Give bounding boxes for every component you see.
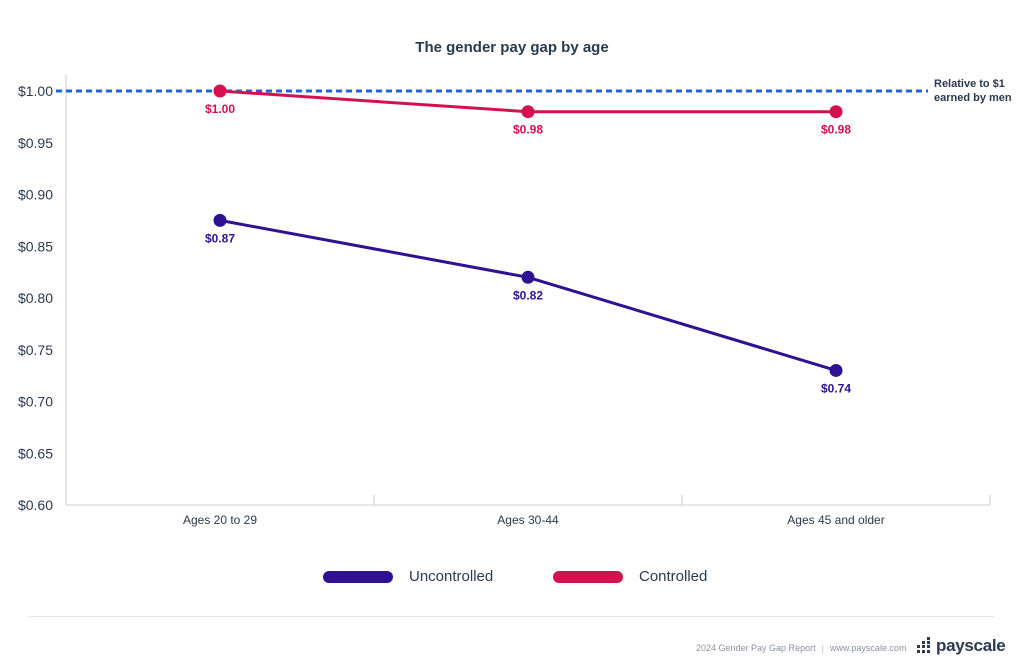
footer-report-name: 2024 Gender Pay Gap Report xyxy=(696,643,816,653)
series-group xyxy=(213,84,843,377)
payscale-logo-icon xyxy=(917,637,930,653)
footer-separator: | xyxy=(821,643,824,653)
data-labels-group: $0.87 $0.82 $0.74 $1.00 $0.98 $0.98 xyxy=(205,102,851,395)
data-label-controlled: $1.00 xyxy=(205,102,235,116)
brand-name: payscale xyxy=(936,636,1006,655)
data-label-controlled: $0.98 xyxy=(821,123,851,137)
y-tick-label: $0.90 xyxy=(18,187,53,203)
x-tick-label: Ages 30-44 xyxy=(497,513,559,527)
footer-credit: 2024 Gender Pay Gap Report | www.payscale.… xyxy=(696,643,906,653)
y-tick-label: $0.75 xyxy=(18,342,53,358)
y-tick-label: $0.95 xyxy=(18,135,53,151)
reference-label-line-2: earned by men xyxy=(934,92,1012,104)
data-label-uncontrolled: $0.82 xyxy=(513,288,543,302)
legend-swatch-controlled xyxy=(553,570,623,583)
data-label-controlled: $0.98 xyxy=(513,123,543,137)
data-point-uncontrolled xyxy=(213,213,227,227)
data-label-uncontrolled: $0.74 xyxy=(821,381,851,395)
y-tick-label: $0.65 xyxy=(18,445,53,461)
data-point-uncontrolled xyxy=(829,363,843,377)
chart-title: The gender pay gap by age xyxy=(415,39,609,56)
brand-logo: payscale xyxy=(917,636,1006,656)
legend-label-uncontrolled: Uncontrolled xyxy=(409,568,494,585)
x-tick-label: Ages 45 and older xyxy=(787,513,884,527)
x-tick-label: Ages 20 to 29 xyxy=(183,513,257,527)
reference-line-label: Relative to $1 earned by men xyxy=(934,77,1024,105)
data-point-controlled xyxy=(213,84,227,98)
legend-swatch-uncontrolled xyxy=(323,570,393,583)
legend-item-uncontrolled: Uncontrolled xyxy=(323,568,493,585)
data-label-uncontrolled: $0.87 xyxy=(205,231,235,245)
data-point-controlled xyxy=(829,105,843,119)
y-tick-label: $0.70 xyxy=(18,394,53,410)
reference-label-line-1: Relative to $1 xyxy=(934,78,1005,90)
axes: $1.00 $0.95 $0.90 $0.85 $0.80 $0.75 $0.70 $0.65… xyxy=(18,75,991,527)
y-tick-label: $0.60 xyxy=(18,497,53,513)
y-tick-label: $0.85 xyxy=(18,238,53,254)
y-tick-label: $1.00 xyxy=(18,83,53,99)
y-tick-label: $0.80 xyxy=(18,290,53,306)
legend-label-controlled: Controlled xyxy=(639,568,708,585)
data-point-controlled xyxy=(521,105,535,119)
legend-item-controlled: Controlled xyxy=(553,568,707,585)
footer-divider xyxy=(28,616,994,617)
footer-url: www.payscale.com xyxy=(829,643,907,653)
data-point-uncontrolled xyxy=(521,270,535,284)
